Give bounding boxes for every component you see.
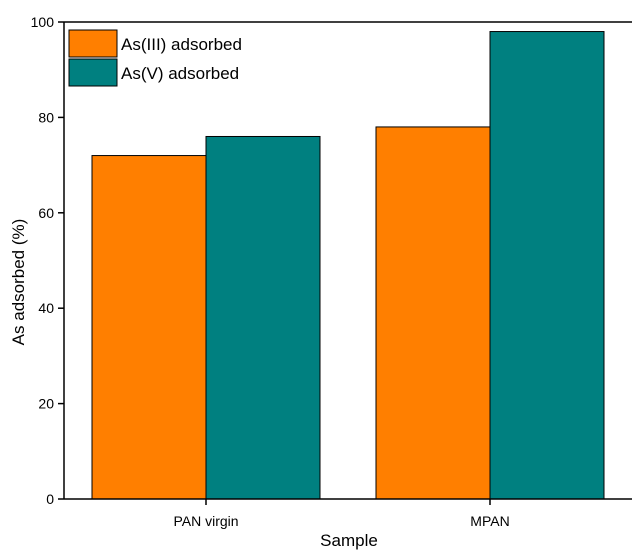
axes-group bbox=[63, 21, 632, 500]
bar-1-2 bbox=[375, 126, 491, 500]
x-tick-label-1: PAN virgin bbox=[173, 513, 238, 529]
y-tick-label-2: 20 bbox=[38, 396, 54, 412]
bar-1-1 bbox=[91, 155, 207, 500]
y-tick-label-5: 80 bbox=[38, 109, 54, 125]
legend-swatch-1 bbox=[68, 29, 118, 58]
bars-group bbox=[91, 31, 605, 500]
x-axis-title: Sample bbox=[320, 531, 378, 550]
x-tick-label-2: MPAN bbox=[470, 513, 509, 529]
legend-label-2: As(V) adsorbed bbox=[121, 64, 239, 83]
y-tick-label-4: 60 bbox=[38, 205, 54, 221]
y-axis-title: As adsorbed (%) bbox=[9, 219, 28, 346]
legend: As(III) adsorbed As(V) adsorbed bbox=[68, 29, 242, 87]
legend-label-1: As(III) adsorbed bbox=[121, 35, 242, 54]
ticks-group: 0 20 40 60 80 100 PAN virgin MPAN bbox=[31, 14, 510, 529]
bar-2-1 bbox=[205, 135, 321, 500]
bar-2-2 bbox=[489, 31, 605, 500]
legend-swatch-2 bbox=[68, 58, 118, 87]
y-tick-label-6: 100 bbox=[31, 14, 55, 30]
y-tick-label-3: 40 bbox=[38, 300, 54, 316]
y-tick-label-1: 0 bbox=[46, 491, 54, 507]
